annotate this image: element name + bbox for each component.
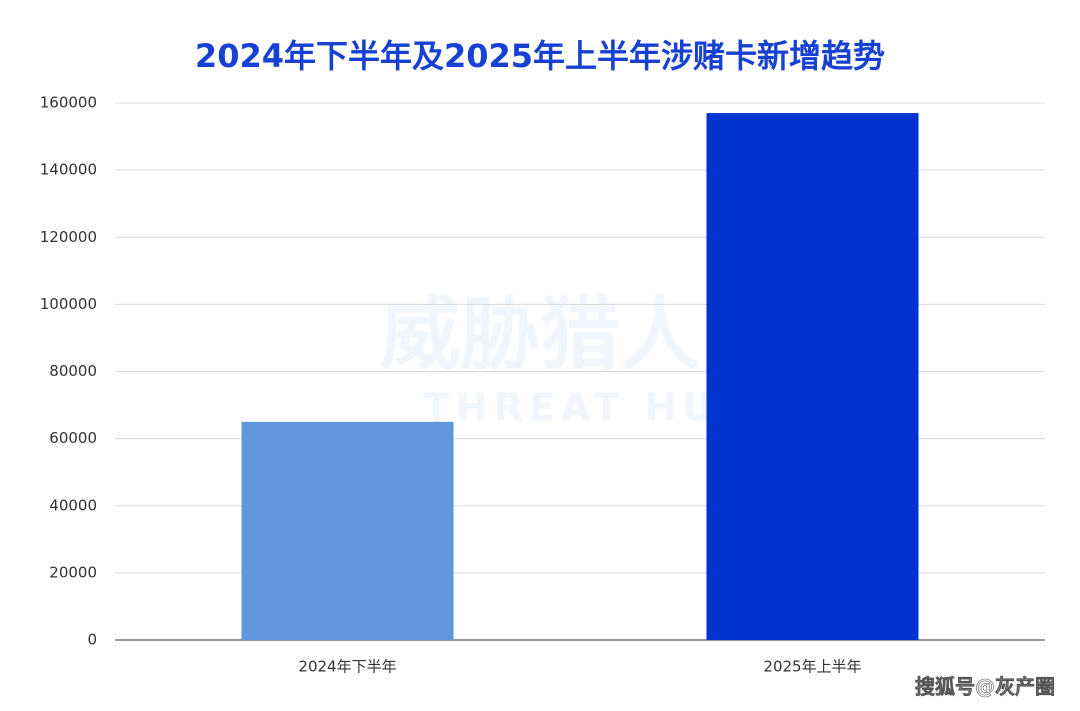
y-tick-label: 160000 [40,94,97,112]
x-tick-label: 2025年上半年 [763,658,861,676]
watermark: 威胁猎人 [380,288,700,381]
x-tick-label: 2024年下半年 [298,658,396,676]
chart-title: 2024年下半年及2025年上半年涉赌卡新增趋势 [195,37,885,75]
y-tick-label: 140000 [40,161,97,179]
y-tick-label: 60000 [49,429,97,447]
y-tick-label: 100000 [40,295,97,313]
y-tick-label: 20000 [49,563,97,581]
y-tick-label: 80000 [49,362,97,380]
bar [706,113,919,641]
y-tick-label: 40000 [49,496,97,514]
bar [241,421,454,640]
y-tick-label: 0 [87,631,97,649]
credit: 搜狐号@灰产圈 [915,675,1055,699]
y-tick-label: 120000 [40,228,97,246]
